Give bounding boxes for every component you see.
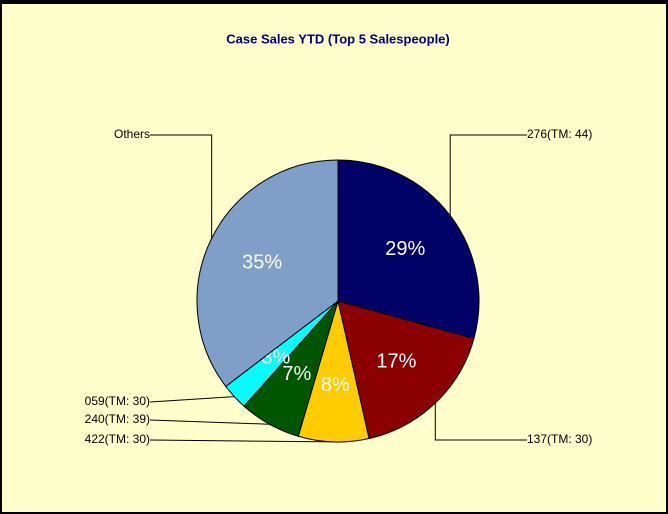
slice-label: 240(TM: 39): [85, 412, 150, 426]
slice-label: 422(TM: 30): [85, 432, 150, 446]
leader-line: [149, 396, 235, 403]
slice-percent-label: 8%: [321, 374, 350, 396]
slice-label: Others: [114, 127, 150, 141]
slice-percent-label: 35%: [242, 252, 282, 274]
leader-line: [434, 403, 527, 441]
slice-label: 137(TM: 30): [527, 432, 592, 446]
leader-line: [449, 134, 527, 216]
slice-label: 276(TM: 44): [527, 127, 592, 141]
slice-label: 059(TM: 30): [85, 394, 150, 408]
slice-percent-label: 7%: [282, 363, 311, 385]
pie-slice: [196, 159, 339, 388]
top-border: [0, 0, 668, 4]
slice-percent-label: 29%: [385, 238, 425, 260]
chart-title: Case Sales YTD (Top 5 Salespeople): [226, 31, 450, 46]
slice-percent-label: 17%: [376, 351, 416, 373]
pie-slice: [337, 159, 480, 340]
leader-line: [149, 439, 334, 443]
leader-line: [149, 419, 270, 425]
leader-line: [150, 134, 213, 239]
